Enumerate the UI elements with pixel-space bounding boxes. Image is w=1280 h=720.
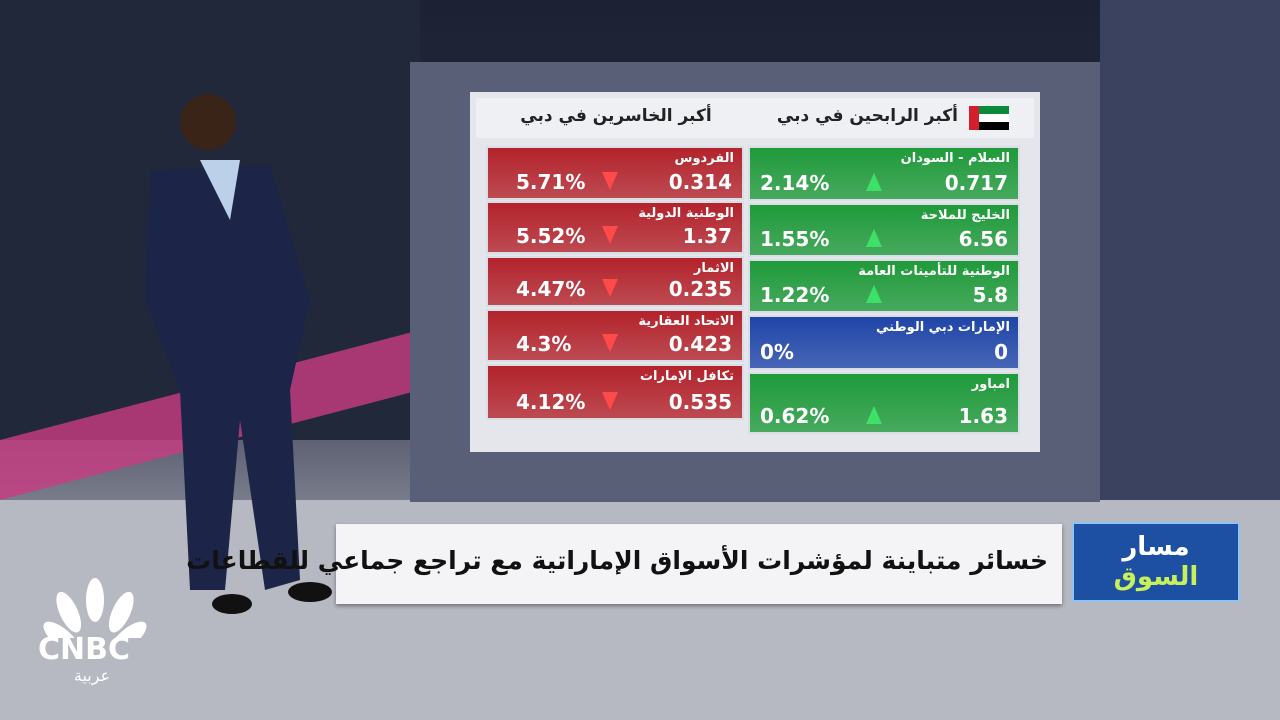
stock-change: 2.14% <box>760 171 830 195</box>
stock-name: الوطنية الدولية <box>638 206 734 221</box>
stock-name: تكافل الإمارات <box>639 369 734 384</box>
arrow-down <box>602 226 618 244</box>
stock-price: 0.423 <box>668 332 732 356</box>
arrow-down <box>602 334 618 352</box>
table-header: أكبر الرابحين في دبي أكبر الخاسرين في دب… <box>476 98 1034 138</box>
arrow-down <box>602 279 618 297</box>
gainer-row: الإمارات دبي الوطني 0 0% <box>748 315 1020 370</box>
arrow-up <box>866 406 882 424</box>
channel-name: CNBC <box>38 632 131 667</box>
loser-row: الاثمار 0.235 4.47% <box>486 256 744 307</box>
arrow-up <box>866 229 882 247</box>
stock-name: الإمارات دبي الوطني <box>875 320 1010 335</box>
stock-price: 5.8 <box>972 283 1008 307</box>
stock-change: 5.71% <box>516 170 586 194</box>
stock-change: 0.62% <box>760 404 830 428</box>
headline-banner: خسائر متباينة لمؤشرات الأسواق الإماراتية… <box>186 524 1062 604</box>
stock-price: 0.314 <box>668 170 732 194</box>
stock-name: الفردوس <box>674 151 734 166</box>
show-logo-line: السوق <box>1113 562 1199 592</box>
stock-change: 1.22% <box>760 283 830 307</box>
channel-subtitle: عربية <box>73 666 111 685</box>
stock-price: 0 <box>994 340 1008 364</box>
stock-change: 4.3% <box>516 332 572 356</box>
gainers-title: أكبر الرابحين في دبي <box>776 106 958 126</box>
losers-title: أكبر الخاسرين في دبي <box>520 106 712 126</box>
stock-change: 0% <box>760 340 794 364</box>
stock-price: 0.717 <box>944 171 1008 195</box>
stock-price: 6.56 <box>958 227 1008 251</box>
stock-change: 1.55% <box>760 227 830 251</box>
stock-name: الوطنية للتأمينات العامة <box>858 264 1010 279</box>
arrow-down <box>602 172 618 190</box>
stock-change: 4.12% <box>516 390 586 414</box>
loser-row: الاتحاد العقارية 0.423 4.3% <box>486 309 744 362</box>
uae-flag <box>969 106 1009 130</box>
show-logo-line: مسار <box>1122 532 1190 562</box>
gainer-row: السلام - السودان 0.717 2.14% <box>748 146 1020 201</box>
loser-row: الفردوس 0.314 5.71% <box>486 146 744 200</box>
stock-name: الاثمار <box>693 261 734 276</box>
stock-price: 1.63 <box>958 404 1008 428</box>
arrow-up <box>866 285 882 303</box>
stock-name: الخليج للملاحة <box>920 208 1010 223</box>
stock-name: امباور <box>971 377 1010 392</box>
stock-name: السلام - السودان <box>900 151 1010 166</box>
stock-price: 0.535 <box>668 390 732 414</box>
stock-price: 1.37 <box>682 224 732 248</box>
gainer-row: الوطنية للتأمينات العامة 5.8 1.22% <box>748 259 1020 313</box>
stock-change: 4.47% <box>516 277 586 301</box>
arrow-down <box>602 392 618 410</box>
stock-change: 5.52% <box>516 224 586 248</box>
loser-row: تكافل الإمارات 0.535 4.12% <box>486 364 744 420</box>
show-logo: مسار السوق <box>1072 522 1240 602</box>
headline: خسائر متباينة لمؤشرات الأسواق الإماراتية… <box>186 546 1048 575</box>
arrow-up <box>866 173 882 191</box>
stock-price: 0.235 <box>668 277 732 301</box>
loser-row: الوطنية الدولية 1.37 5.52% <box>486 201 744 254</box>
stock-name: الاتحاد العقارية <box>638 314 734 329</box>
gainer-row: امباور 1.63 0.62% <box>748 372 1020 434</box>
cnbc-peacock <box>43 578 147 638</box>
gainer-row: الخليج للملاحة 6.56 1.55% <box>748 203 1020 257</box>
